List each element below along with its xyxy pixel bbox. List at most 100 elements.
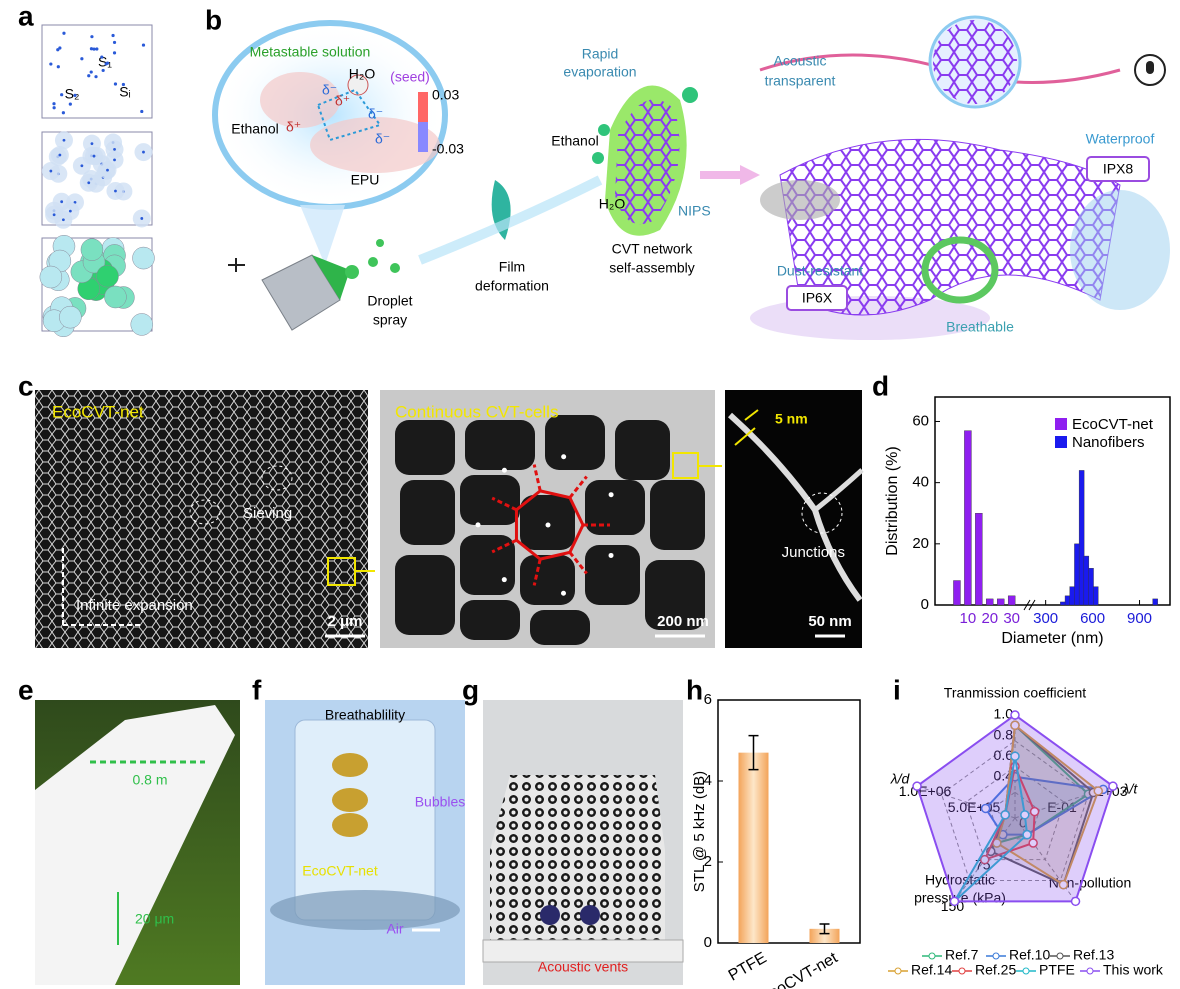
seed	[113, 158, 116, 162]
radar-axis	[916, 785, 1016, 819]
histogram-bar	[1069, 586, 1075, 606]
histogram-bar	[964, 430, 972, 606]
annotation: Acoustic	[774, 53, 827, 69]
seed	[112, 40, 117, 45]
membrane	[779, 138, 1121, 316]
seed	[60, 93, 64, 97]
highlight	[801, 492, 843, 534]
radar-point	[1093, 786, 1104, 796]
arrow	[62, 545, 140, 626]
radar-point	[1070, 896, 1081, 907]
radar-point	[1028, 838, 1038, 848]
y-tick-label: 6	[704, 691, 712, 708]
radar-tick-label: E-01	[1047, 799, 1077, 815]
rating-box	[1086, 156, 1150, 182]
cell-center	[560, 590, 566, 596]
seed	[92, 154, 96, 158]
network	[615, 99, 680, 225]
radar-series	[953, 756, 1029, 903]
cell	[530, 610, 590, 645]
axis-label: Non-pollution	[1049, 875, 1132, 891]
axis-break	[1023, 599, 1036, 611]
cell-center	[475, 522, 481, 528]
cell	[520, 495, 575, 550]
seed-label: S₂	[65, 86, 80, 102]
legend-label: PTFE	[1039, 962, 1075, 978]
seed-map	[41, 24, 153, 119]
seed	[141, 43, 146, 47]
cell-edge	[515, 539, 542, 561]
seed	[80, 164, 84, 168]
charge: δ⁻	[322, 82, 337, 98]
seed	[52, 106, 56, 110]
flow	[418, 175, 603, 265]
cell	[395, 555, 455, 635]
radar-point	[1108, 781, 1118, 791]
sheet	[35, 705, 235, 985]
seed	[100, 55, 104, 59]
cell-center	[561, 454, 567, 460]
legend-label: Ref.14	[911, 962, 952, 978]
panel-label: i	[893, 674, 901, 705]
seed	[49, 169, 53, 173]
y-tick-label: 2	[704, 853, 712, 870]
cell-edge	[491, 496, 518, 512]
x-tick-label: 600	[1080, 610, 1105, 627]
histogram-bar	[997, 598, 1005, 606]
seed	[94, 75, 98, 79]
annotation: 5 nm	[775, 411, 808, 427]
seed	[106, 168, 109, 172]
cell-edge	[532, 464, 542, 492]
seed	[101, 68, 105, 73]
annotation: Sieving	[243, 505, 292, 522]
panel-c: EcoCVT-net Sieving Infinite expansion 2 …	[35, 390, 864, 648]
histogram-bar	[986, 598, 994, 606]
panel-g: Acoustic vents	[482, 700, 684, 985]
seed	[87, 74, 91, 78]
cell-center	[608, 492, 614, 498]
droplet	[376, 239, 384, 247]
seed	[95, 47, 99, 51]
annotation: H₂O	[349, 66, 376, 82]
seed	[73, 93, 77, 98]
y-tick-label: 4	[704, 772, 712, 789]
legend-swatch	[1055, 418, 1067, 430]
width-marker	[734, 409, 759, 446]
panel-f: Breathablility Bubbles EcoCVT-net Air	[265, 700, 465, 985]
image-title: EcoCVT-net	[52, 402, 144, 421]
seed	[49, 62, 53, 66]
cell	[585, 480, 645, 535]
scale-bar-label: 200 nm	[657, 613, 709, 630]
seed	[90, 142, 94, 146]
bubble-cluster	[332, 753, 368, 777]
legend-swatch	[1055, 436, 1067, 448]
radar-point	[1010, 720, 1020, 731]
scale-bar-label: 2 μm	[327, 613, 362, 630]
annotation: self-assembly	[609, 260, 695, 276]
cell	[39, 265, 63, 289]
bar	[809, 928, 840, 943]
histogram-bar	[953, 580, 961, 606]
molecule	[598, 124, 610, 136]
seed	[89, 47, 94, 51]
annotation: 0.8 m	[132, 772, 167, 788]
annotation: Bubbles	[415, 794, 466, 810]
cell	[130, 313, 154, 336]
molecule	[682, 87, 698, 103]
ruler	[482, 939, 684, 963]
seed	[121, 82, 126, 87]
radar-tick-label: 0	[1019, 815, 1027, 831]
cell	[460, 535, 515, 595]
cell-edge	[491, 538, 518, 554]
seed	[52, 102, 56, 106]
radar-point	[980, 803, 991, 814]
ethanol-molecule	[260, 72, 340, 128]
legend-marker	[958, 967, 966, 975]
radar-tick-label: 0.6	[994, 747, 1014, 763]
cell-edge	[532, 558, 542, 586]
legend-marker	[992, 952, 1000, 960]
radar-point	[1020, 810, 1030, 820]
annotation: Ethanol	[231, 121, 278, 137]
legend-marker	[928, 952, 936, 960]
seed	[61, 111, 65, 115]
